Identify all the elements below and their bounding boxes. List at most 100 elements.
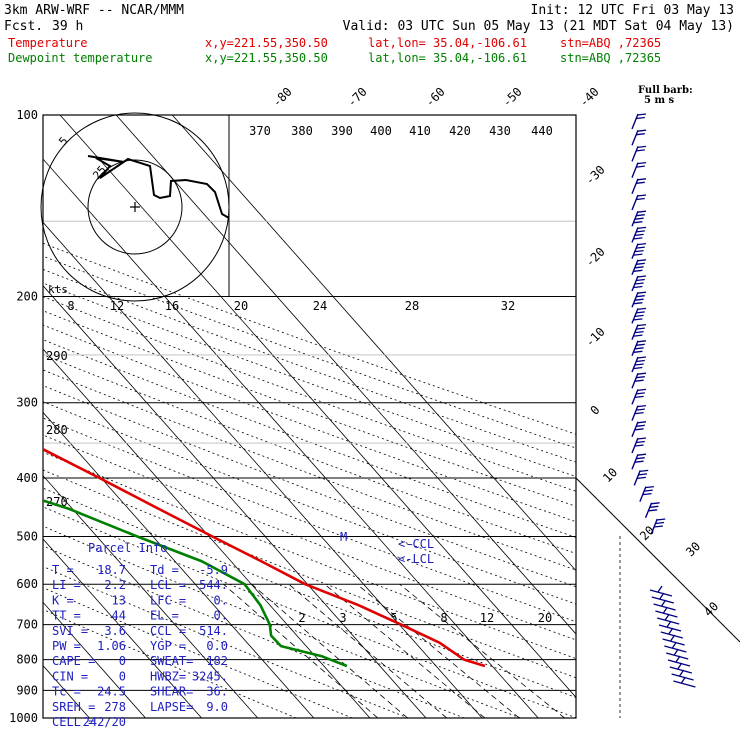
wind-barb	[631, 388, 647, 405]
side-theta-label: 280	[46, 423, 68, 437]
lcl-marker: <-LCL	[398, 552, 434, 566]
pressure-tick-label: 500	[16, 529, 38, 543]
parcel-info-cell: LI =	[52, 578, 81, 592]
mixing-ratio-label: 3	[339, 611, 346, 625]
parcel-info-cell: EL =	[150, 609, 179, 623]
pressure-tick-label: 300	[16, 396, 38, 410]
parcel-info-cell: 242/20	[83, 715, 126, 729]
theta-label: 400	[370, 124, 392, 138]
mixing-ratio-label: 12	[480, 611, 494, 625]
pressure-tick-label: 100	[16, 108, 38, 122]
parcel-info-rows: T = 18.7 Td = -5.9 LI = 2.2 LCL = 544. K = 13 LFC …	[52, 563, 228, 729]
parcel-info-cell: SWEAT=	[150, 654, 193, 668]
theta-label: 390	[331, 124, 353, 138]
pressure-tick-label: 400	[16, 471, 38, 485]
barb-legend-line2: 5 m s	[644, 95, 675, 106]
wind-barb	[633, 469, 649, 486]
wind-barb	[631, 372, 647, 389]
pressure-tick-label: 600	[16, 577, 38, 591]
side-theta-label: 290	[46, 349, 68, 363]
parcel-info-cell: 0	[119, 654, 126, 668]
parcel-info-cell: SHEAR=	[150, 685, 193, 699]
dry-adiabat	[43, 469, 576, 679]
isotherm	[43, 348, 371, 718]
upper-scale-label: 16	[165, 299, 179, 313]
wind-barb	[667, 655, 691, 667]
wind-barb	[631, 340, 647, 357]
parcel-info-cell: 278	[104, 700, 126, 714]
upper-scale-label: 24	[313, 299, 327, 313]
mixing-ratio-label: 2	[298, 611, 305, 625]
wind-barb	[650, 518, 666, 535]
wind-barb	[631, 404, 647, 421]
sounding-traces	[43, 447, 486, 668]
pressure-tick-label: 1000	[9, 711, 38, 725]
wind-barb	[639, 485, 654, 502]
parcel-info-cell: CIN =	[52, 669, 88, 683]
pressure-tick-label: 900	[16, 683, 38, 697]
dry-adiabat	[43, 608, 297, 718]
parcel-info-cell: 13	[112, 593, 126, 607]
parcel-info-cell: 18.7	[97, 563, 126, 577]
wind-barb	[651, 592, 674, 604]
theta-label: 420	[449, 124, 471, 138]
wind-barb	[666, 648, 689, 660]
isotherm-label: -20	[583, 245, 608, 270]
dewpoint-label: Dewpoint temperature	[8, 51, 153, 65]
wind-barb	[631, 145, 647, 162]
valid-time: Valid: 03 UTC Sun 05 May 13 (21 MDT Sat …	[343, 19, 734, 34]
isotherm	[171, 115, 576, 572]
temperature-xy: x,y=221.55,350.50	[205, 36, 328, 50]
parcel-info-cell: CCL =	[150, 624, 186, 638]
wind-barb	[669, 662, 692, 674]
dry-adiabat	[43, 506, 576, 718]
theta-label: 440	[531, 124, 553, 138]
pressure-tick-label: 800	[16, 653, 38, 667]
wind-barb	[644, 502, 660, 519]
parcel-info-cell: T =	[52, 563, 74, 577]
mixing-ratio-line	[251, 583, 408, 718]
isotherm-label: 10	[600, 465, 620, 485]
wind-barb	[649, 585, 673, 597]
wind-barb	[671, 669, 694, 681]
upper-scale-label: 32	[501, 299, 515, 313]
parcel-info-cell: 3245.	[192, 669, 228, 683]
upper-scale-label: 8	[67, 299, 74, 313]
wind-barb	[631, 226, 647, 243]
wind-barb	[631, 453, 647, 470]
parcel-info-cell: SVI =	[52, 624, 88, 638]
isotherm	[43, 221, 483, 718]
hodograph: kts 5 25	[40, 112, 230, 302]
isotherm-label: -80	[270, 85, 295, 110]
isotherm	[43, 158, 539, 718]
parcel-info-cell: HWBZ=	[150, 669, 186, 683]
parcel-info-cell: LCL =	[150, 578, 186, 592]
isotherm-label: -10	[583, 325, 608, 350]
forecast-label: Fcst.	[4, 19, 43, 34]
parcel-info-cell: 44	[112, 609, 126, 623]
parcel-info-cell: CELL =	[52, 715, 95, 729]
dewpoint-xy: x,y=221.55,350.50	[205, 51, 328, 65]
parcel-info-cell: 182	[206, 654, 228, 668]
mixing-ratio-line	[223, 583, 379, 718]
pressure-tick-label: 200	[16, 290, 38, 304]
parcel-info-cell: Td =	[150, 563, 179, 577]
isotherm-label: 0	[588, 403, 603, 418]
parcel-info-cell: TT =	[52, 609, 81, 623]
wind-barb	[657, 613, 680, 625]
wind-barb	[631, 275, 647, 292]
wind-barb	[673, 676, 696, 688]
isotherm-label: 30	[683, 539, 703, 559]
hodograph-inner-ring-label: 25	[90, 163, 108, 182]
isotherm	[43, 538, 202, 718]
wind-barbs	[631, 113, 696, 688]
isotherm-label: -60	[423, 85, 448, 110]
parcel-info-cell: K =	[52, 593, 74, 607]
parcel-info-cell: YGP =	[150, 639, 186, 653]
parcel-info-cell: 2.2	[104, 578, 126, 592]
theta-label: 380	[291, 124, 313, 138]
parcel-info-cell: 544.	[199, 578, 228, 592]
upper-scale-label: 20	[234, 299, 248, 313]
temperature-station: stn=ABQ ,72365	[560, 36, 661, 50]
wind-barb	[631, 242, 647, 259]
